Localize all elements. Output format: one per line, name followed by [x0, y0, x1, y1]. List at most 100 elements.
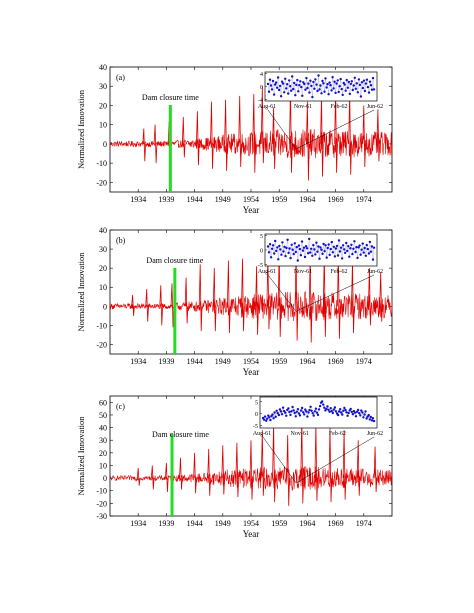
y-tick-label: -20	[96, 178, 107, 187]
inset-point	[299, 254, 303, 257]
inset-point	[314, 78, 317, 81]
inset-point	[304, 245, 308, 248]
innovation-spike	[207, 449, 211, 496]
y-tick-label: 0	[103, 302, 107, 311]
inset-point	[269, 256, 273, 259]
x-tick-label: 1974	[356, 357, 372, 366]
inset-point	[362, 79, 366, 82]
inset-point	[327, 93, 330, 96]
inset-point	[313, 410, 316, 413]
inset-point	[310, 247, 313, 250]
inset-point	[364, 254, 367, 257]
y-tick-label: 60	[99, 398, 107, 407]
inset-point	[332, 87, 335, 90]
inset-point	[322, 82, 325, 85]
inset-point	[300, 406, 304, 410]
y-tick-label: 10	[99, 461, 107, 470]
inset-point	[360, 248, 363, 251]
x-axis-label: Year	[243, 205, 260, 215]
inset-point	[348, 92, 351, 96]
inset-point	[289, 85, 292, 88]
inset-point	[314, 407, 318, 410]
inset-point	[328, 81, 331, 84]
innovation-spike	[145, 289, 149, 322]
inset-point	[320, 92, 323, 95]
inset-point	[310, 409, 313, 412]
inset-point	[288, 410, 291, 414]
inset-point	[271, 413, 274, 416]
inset-point	[344, 251, 347, 255]
inset-point	[371, 258, 375, 261]
x-tick-label: 1964	[299, 357, 315, 366]
inset-point	[364, 82, 368, 85]
innovation-spike	[159, 285, 163, 326]
inset-point	[326, 405, 329, 408]
innovation-spike	[260, 430, 265, 496]
inset-point	[355, 245, 358, 249]
inset-point	[299, 409, 303, 412]
x-tick-label: 1944	[187, 357, 203, 366]
inset-point	[271, 244, 275, 247]
inset-x-tick-label: Aug-61	[258, 269, 276, 275]
innovation-spike	[342, 430, 347, 500]
inset-y-tick-label: 5	[260, 234, 263, 240]
inset-point	[274, 239, 277, 243]
inset-point	[267, 90, 271, 93]
inset-point	[341, 413, 344, 416]
inset-point	[352, 84, 355, 87]
inset-point	[291, 75, 294, 78]
innovation-spike	[300, 417, 304, 504]
x-tick-label: 1944	[187, 519, 203, 528]
inset-point	[331, 76, 334, 79]
inset-point	[350, 80, 353, 83]
inset-point	[300, 240, 304, 243]
inset-point	[271, 79, 275, 83]
inset-point	[328, 253, 331, 257]
inset-point	[316, 250, 319, 253]
inset-point	[341, 93, 344, 97]
y-tick-label: 30	[99, 436, 107, 445]
inset-point	[281, 82, 285, 85]
inset-point	[280, 80, 284, 83]
inset-point	[358, 244, 361, 247]
x-tick-label: 1939	[158, 357, 174, 366]
inset-point	[324, 77, 327, 80]
inset-point	[367, 413, 370, 417]
inset-point	[344, 89, 347, 92]
inset-point	[361, 411, 364, 414]
inset-point	[292, 87, 295, 91]
dam-closure-label: Dam closure time	[142, 93, 199, 102]
y-tick-label: 50	[99, 411, 107, 420]
inset-point	[301, 249, 305, 252]
inset-point	[321, 400, 324, 403]
inset-point	[356, 91, 359, 94]
inset-point	[300, 85, 303, 89]
inset-point	[330, 240, 333, 244]
inset-point	[279, 410, 283, 413]
inset-point	[292, 409, 295, 412]
zoom-connector	[296, 109, 375, 150]
inset-point	[337, 410, 341, 413]
inset-point	[366, 247, 369, 251]
inset-point	[355, 410, 359, 413]
inset-point	[330, 409, 333, 413]
inset-point	[345, 411, 348, 414]
inset-point	[304, 408, 307, 411]
inset-point	[366, 85, 370, 89]
inset-series-line	[262, 401, 375, 422]
inset-point	[359, 253, 362, 256]
inset-point	[312, 414, 315, 417]
inset-point	[287, 407, 290, 410]
x-tick-label: 1954	[243, 519, 259, 528]
inset-point	[286, 238, 289, 241]
innovation-spike	[308, 256, 313, 343]
y-tick-label: 40	[99, 424, 107, 433]
inset-point	[275, 409, 278, 412]
zoom-connector	[295, 436, 375, 484]
inset-point	[340, 411, 343, 414]
inset-point	[273, 411, 276, 414]
inset-point	[363, 89, 367, 93]
inset-point	[336, 79, 339, 82]
inset-point	[276, 246, 279, 249]
